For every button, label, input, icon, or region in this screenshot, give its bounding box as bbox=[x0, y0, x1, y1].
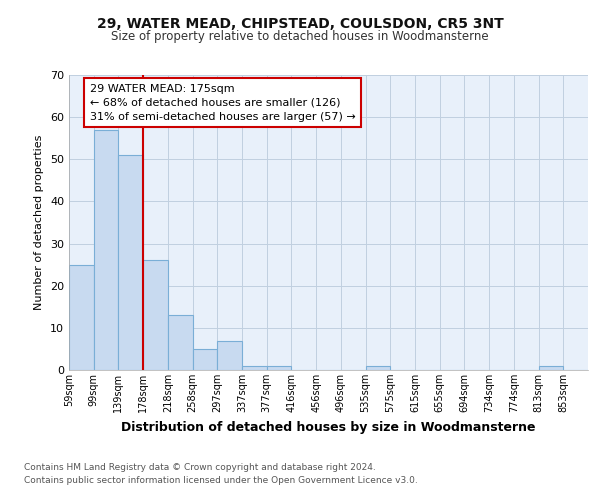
Y-axis label: Number of detached properties: Number of detached properties bbox=[34, 135, 44, 310]
Bar bbox=[118, 155, 143, 370]
Bar bbox=[539, 366, 563, 370]
Text: Contains public sector information licensed under the Open Government Licence v3: Contains public sector information licen… bbox=[24, 476, 418, 485]
Bar bbox=[365, 366, 390, 370]
X-axis label: Distribution of detached houses by size in Woodmansterne: Distribution of detached houses by size … bbox=[121, 420, 536, 434]
Bar bbox=[143, 260, 168, 370]
Text: 29 WATER MEAD: 175sqm
← 68% of detached houses are smaller (126)
31% of semi-det: 29 WATER MEAD: 175sqm ← 68% of detached … bbox=[90, 84, 356, 122]
Text: Size of property relative to detached houses in Woodmansterne: Size of property relative to detached ho… bbox=[111, 30, 489, 43]
Bar bbox=[69, 264, 94, 370]
Bar bbox=[94, 130, 118, 370]
Text: Contains HM Land Registry data © Crown copyright and database right 2024.: Contains HM Land Registry data © Crown c… bbox=[24, 464, 376, 472]
Text: 29, WATER MEAD, CHIPSTEAD, COULSDON, CR5 3NT: 29, WATER MEAD, CHIPSTEAD, COULSDON, CR5… bbox=[97, 18, 503, 32]
Bar bbox=[193, 349, 217, 370]
Bar bbox=[267, 366, 292, 370]
Bar bbox=[217, 340, 242, 370]
Bar bbox=[168, 315, 193, 370]
Bar bbox=[242, 366, 267, 370]
